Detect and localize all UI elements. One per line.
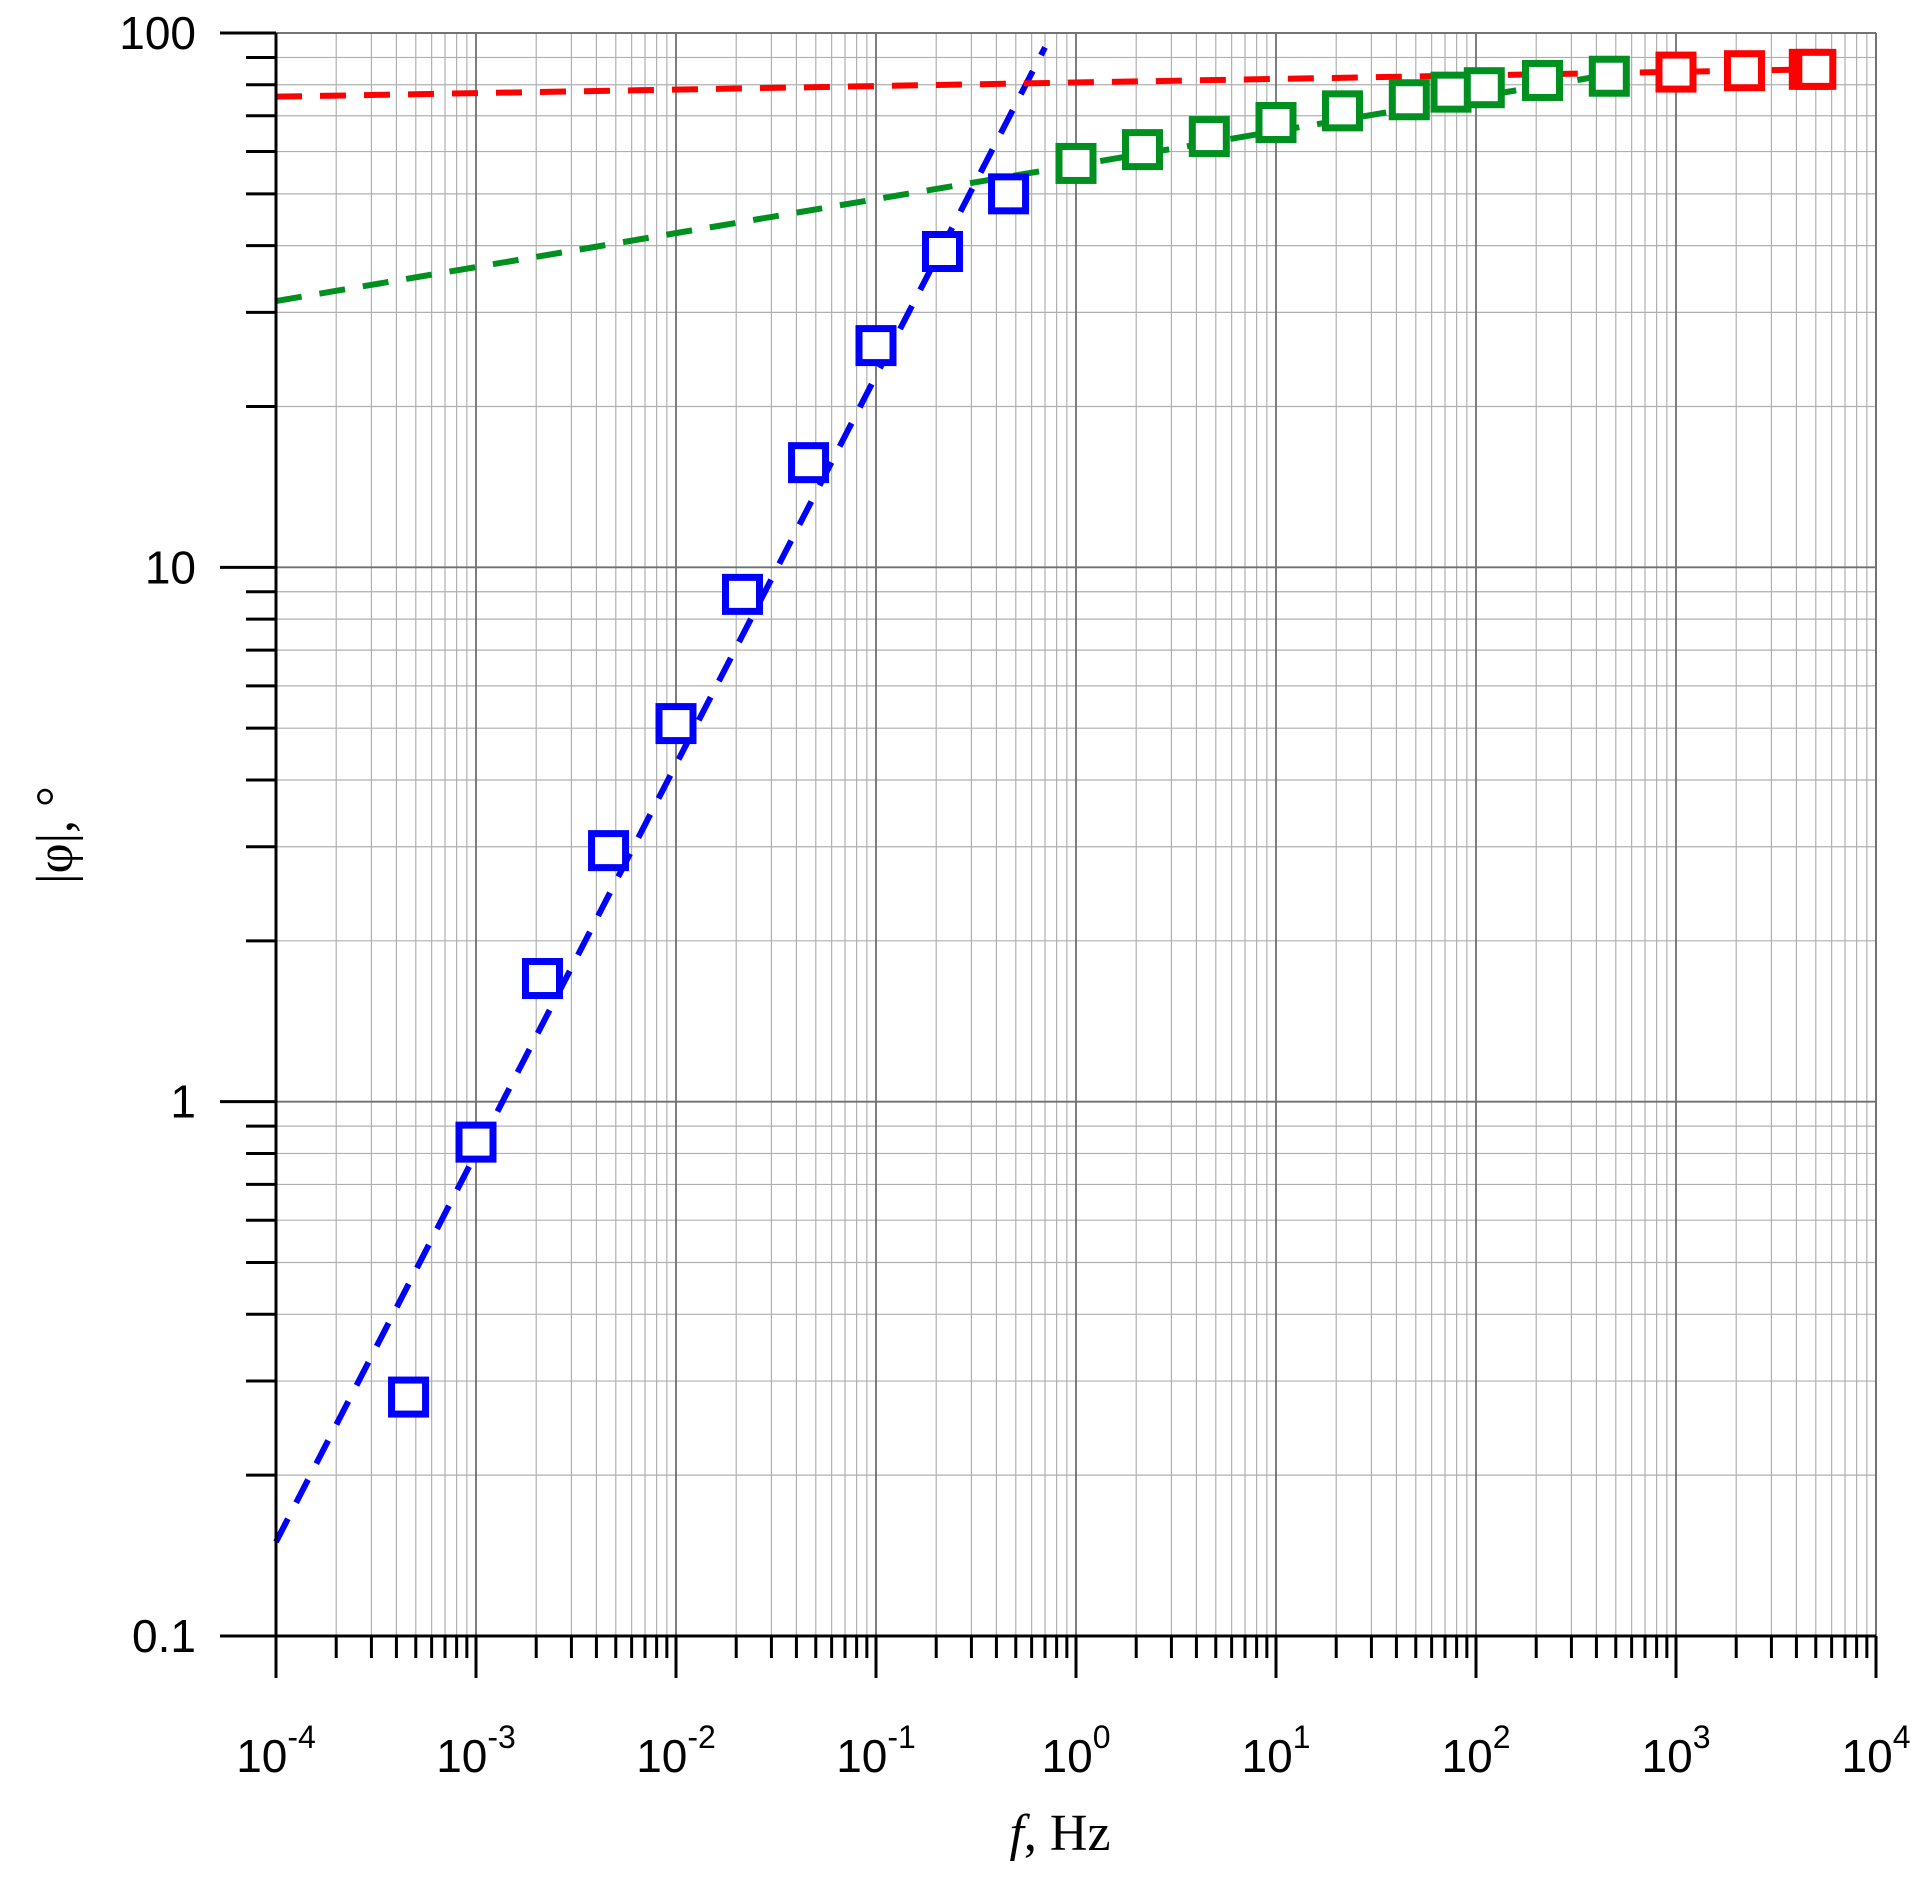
- y-tick-label: 1: [170, 1076, 196, 1128]
- axis-ticks: [220, 31, 1878, 1678]
- x-tick-label: 103: [1642, 1719, 1711, 1782]
- data-point-series-1: [655, 703, 697, 745]
- y-tick-label: 100: [119, 7, 196, 59]
- x-tick-label: 10-1: [836, 1719, 916, 1782]
- x-tick-label-base: 10: [236, 1730, 287, 1782]
- x-tick-label: 101: [1242, 1719, 1311, 1782]
- data-point-series-1: [988, 173, 1030, 215]
- data-point-series-2: [1388, 79, 1430, 121]
- data-point-series-1: [588, 830, 630, 872]
- x-tick-label-base: 10: [436, 1730, 487, 1782]
- data-point-series-2: [1430, 71, 1472, 113]
- x-tick-label-base: 10: [1842, 1730, 1893, 1782]
- fit-line-2: [275, 70, 1617, 305]
- data-point-series-1: [721, 573, 763, 615]
- data-point-series-1: [788, 442, 830, 484]
- data-point-series-3: [1795, 48, 1837, 90]
- x-axis-title-rest: , Hz: [1024, 1805, 1111, 1862]
- x-axis-title: f, Hz: [1009, 1805, 1110, 1862]
- x-tick-label-exponent: 0: [1093, 1719, 1111, 1755]
- data-point-series-3: [1723, 50, 1765, 92]
- x-tick-label-exponent: -3: [487, 1719, 515, 1755]
- x-tick-label-exponent: 3: [1693, 1719, 1711, 1755]
- y-tick-label: 0.1: [132, 1610, 196, 1662]
- x-tick-label: 102: [1442, 1719, 1511, 1782]
- data-point-series-1: [455, 1121, 497, 1163]
- fit-lines: [273, 45, 1816, 1544]
- x-tick-label-base: 10: [1642, 1730, 1693, 1782]
- y-axis-title: |φ|, °: [27, 786, 84, 884]
- axes: [220, 31, 1876, 1638]
- data-point-series-1: [521, 958, 563, 1000]
- x-tick-label-exponent: -2: [687, 1719, 715, 1755]
- data-point-series-2: [1521, 59, 1563, 101]
- data-point-series-2: [1188, 116, 1230, 158]
- data-point-series-2: [1255, 101, 1297, 143]
- x-tick-label-base: 10: [1042, 1730, 1093, 1782]
- data-point-series-1: [921, 231, 963, 273]
- x-tick-label: 10-2: [636, 1719, 716, 1782]
- fit-line-1: [273, 45, 1048, 1544]
- x-tick-label-exponent: 4: [1893, 1719, 1911, 1755]
- data-point-series-1: [388, 1376, 430, 1418]
- data-point-series-2: [1463, 67, 1505, 109]
- data-point-series-2: [1588, 55, 1630, 97]
- data-point-series-3: [1655, 51, 1697, 93]
- x-tick-label: 104: [1842, 1719, 1911, 1782]
- x-tick-label-base: 10: [1242, 1730, 1293, 1782]
- x-tick-label-base: 10: [1442, 1730, 1493, 1782]
- x-tick-label-exponent: -1: [887, 1719, 915, 1755]
- x-tick-label-exponent: -4: [287, 1719, 315, 1755]
- data-point-series-2: [1055, 142, 1097, 184]
- x-tick-label-exponent: 1: [1293, 1719, 1311, 1755]
- x-tick-label: 10-3: [436, 1719, 516, 1782]
- data-point-series-1: [855, 325, 897, 367]
- x-tick-label-base: 10: [836, 1730, 887, 1782]
- data-points: [388, 48, 1837, 1418]
- grid: [275, 32, 1877, 1637]
- x-tick-label-exponent: 2: [1493, 1719, 1511, 1755]
- fit-line-3: [275, 66, 1816, 100]
- data-point-series-2: [1121, 129, 1163, 171]
- x-tick-label: 100: [1042, 1719, 1111, 1782]
- data-point-series-2: [1321, 90, 1363, 132]
- y-tick-label: 10: [145, 541, 196, 593]
- x-tick-label-base: 10: [636, 1730, 687, 1782]
- x-tick-label: 10-4: [236, 1719, 316, 1782]
